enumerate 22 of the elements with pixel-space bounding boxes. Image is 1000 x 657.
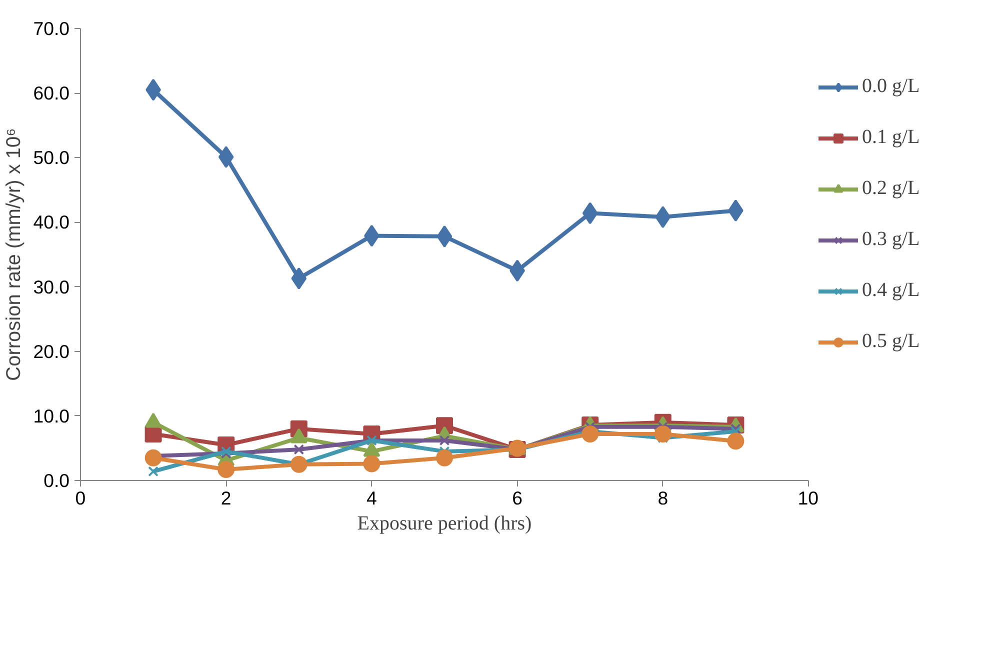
x-tick-label: 8	[658, 488, 668, 508]
y-tick-label: 40.0	[33, 212, 70, 233]
legend-label: 0.2 g/L	[862, 177, 921, 200]
x-tick-label: 0	[75, 488, 86, 508]
y-tick-label: 10.0	[33, 405, 70, 426]
x-tick-label: 4	[366, 488, 377, 508]
y-tick-label: 20.0	[33, 340, 70, 362]
y-tick-label: 50.0	[33, 147, 70, 168]
y-tick-label: 30.0	[33, 276, 70, 298]
y-axis-title: Corrosion rate (mm/yr) x 10⁶	[3, 128, 26, 381]
legend-label: 0.4 g/L	[862, 279, 921, 302]
x-tick-label: 10	[798, 488, 819, 508]
x-tick-label: 6	[512, 488, 523, 508]
legend-label: 0.1 g/L	[862, 126, 921, 149]
legend-label: 0.0 g/L	[862, 75, 921, 98]
y-tick-label: 0.0	[44, 470, 70, 491]
x-axis-title: Exposure period (hrs)	[357, 512, 532, 534]
legend-label: 0.5 g/L	[862, 330, 921, 353]
legend-label: 0.3 g/L	[862, 228, 921, 251]
y-tick-label: 60.0	[33, 82, 70, 104]
y-tick-label: 70.0	[33, 18, 70, 39]
x-tick-label: 2	[220, 488, 232, 508]
